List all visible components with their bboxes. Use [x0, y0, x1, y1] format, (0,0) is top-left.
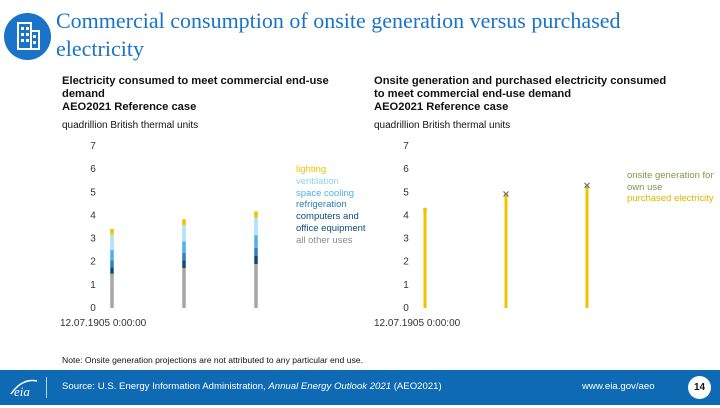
legend-lighting: lighting [296, 164, 327, 175]
y-tick-label: 0 [403, 303, 409, 314]
left-chart-units: quadrillion British thermal units [62, 120, 199, 131]
right-chart-legend: onsite generation for own use purchased … [627, 170, 717, 205]
legend-purchased: purchased electricity [627, 193, 714, 204]
y-tick-label: 0 [90, 303, 96, 314]
source-citation: Source: U.S. Energy Information Administ… [62, 381, 442, 392]
bar-segment-onsite-generation-for-own-use [585, 185, 589, 188]
svg-text:eia: eia [14, 384, 30, 399]
bar-segment-refrigeration [254, 247, 258, 256]
bar-segment-ventilation [182, 225, 186, 242]
legend-computers-office: computers and office equipment [296, 211, 366, 234]
y-tick-label: 4 [90, 210, 96, 221]
footer-bar: eia Source: U.S. Energy Information Admi… [0, 370, 720, 405]
left-chart-legend: lighting ventilation space cooling refri… [296, 164, 376, 247]
chart-note: Note: Onsite generation projections are … [62, 355, 363, 365]
bar-segment-all-other-uses [182, 267, 186, 308]
bar-segment-all-other-uses [110, 273, 114, 308]
bar-segment-refrigeration [182, 252, 186, 261]
legend-ventilation: ventilation [296, 175, 339, 187]
y-tick-label: 7 [403, 141, 409, 152]
bar-segment-space-cooling [182, 241, 186, 253]
eia-logo: eia [8, 375, 40, 400]
legend-onsite-generation: onsite generation for own use [627, 170, 714, 193]
website-link[interactable]: www.eia.gov/aeo [582, 381, 655, 392]
legend-all-other: all other uses [296, 234, 353, 246]
bar-segment-computers-and-office-equipment [182, 260, 186, 268]
bar-segment-purchased-electricity [585, 187, 589, 308]
y-tick-label: 7 [90, 141, 96, 152]
bar-segment-computers-and-office-equipment [110, 267, 114, 274]
y-tick-label: 4 [403, 210, 409, 221]
building-icon [4, 13, 51, 60]
x-tick-label: 12.07.1905 0:00:00 [374, 318, 461, 329]
left-stacked-bar-chart: 0 1 2 3 4 5 6 7 12.07.1905 0:00:00 [60, 141, 258, 329]
y-tick-label: 5 [403, 187, 409, 198]
bar-segment-computers-and-office-equipment [254, 255, 258, 265]
bar-segment-lighting [110, 228, 114, 235]
legend-space-cooling: space cooling [296, 187, 355, 199]
right-chart-header: Onsite generation and purchased electric… [374, 75, 674, 132]
x-tick-label: 12.07.1905 0:00:00 [60, 318, 147, 329]
right-chart-units: quadrillion British thermal units [374, 120, 511, 131]
right-chart-title: Onsite generation and purchased electric… [374, 75, 667, 100]
y-tick-label: 1 [90, 280, 96, 291]
left-chart-title: Electricity consumed to meet commercial … [62, 75, 329, 100]
y-tick-label: 3 [403, 234, 409, 245]
legend-refrigeration: refrigeration [296, 199, 347, 211]
bar-segment-ventilation [110, 234, 114, 250]
y-tick-label: 2 [90, 257, 96, 268]
bar-segment-lighting [254, 211, 258, 218]
marker-purchased-electricity [423, 207, 427, 212]
bar-segment-purchased-electricity [504, 195, 508, 308]
bar-segment-lighting [182, 219, 186, 226]
left-chart-header: Electricity consumed to meet commercial … [62, 75, 362, 132]
right-chart-subtitle: AEO2021 Reference case [374, 101, 509, 113]
y-tick-label: 2 [403, 257, 409, 268]
marker-onsite-generation-for-own-use [584, 182, 590, 189]
bar-segment-refrigeration [110, 260, 114, 268]
y-tick-label: 5 [90, 187, 96, 198]
bar-segment-space-cooling [110, 249, 114, 261]
slide-title: Commercial consumption of onsite generat… [56, 8, 621, 61]
y-tick-label: 1 [403, 280, 409, 291]
bar-segment-space-cooling [254, 235, 258, 248]
source-publication: Annual Energy Outlook 2021 [268, 381, 392, 392]
source-suffix: (AEO2021) [391, 381, 442, 392]
bar-segment-purchased-electricity [423, 209, 427, 308]
right-stacked-bar-chart: 0 1 2 3 4 5 6 7 12.07.1905 0:00:00 [374, 141, 590, 329]
bar-segment-ventilation [254, 217, 258, 236]
page-number: 14 [688, 376, 711, 399]
left-chart-subtitle: AEO2021 Reference case [62, 101, 197, 113]
source-prefix: Source: U.S. Energy Information Administ… [62, 381, 269, 392]
footer-separator [46, 377, 47, 398]
bar-segment-all-other-uses [254, 264, 258, 308]
marker-onsite-generation-for-own-use [503, 190, 509, 197]
y-tick-label: 6 [90, 164, 96, 175]
y-tick-label: 3 [90, 234, 96, 245]
y-tick-label: 6 [403, 164, 409, 175]
